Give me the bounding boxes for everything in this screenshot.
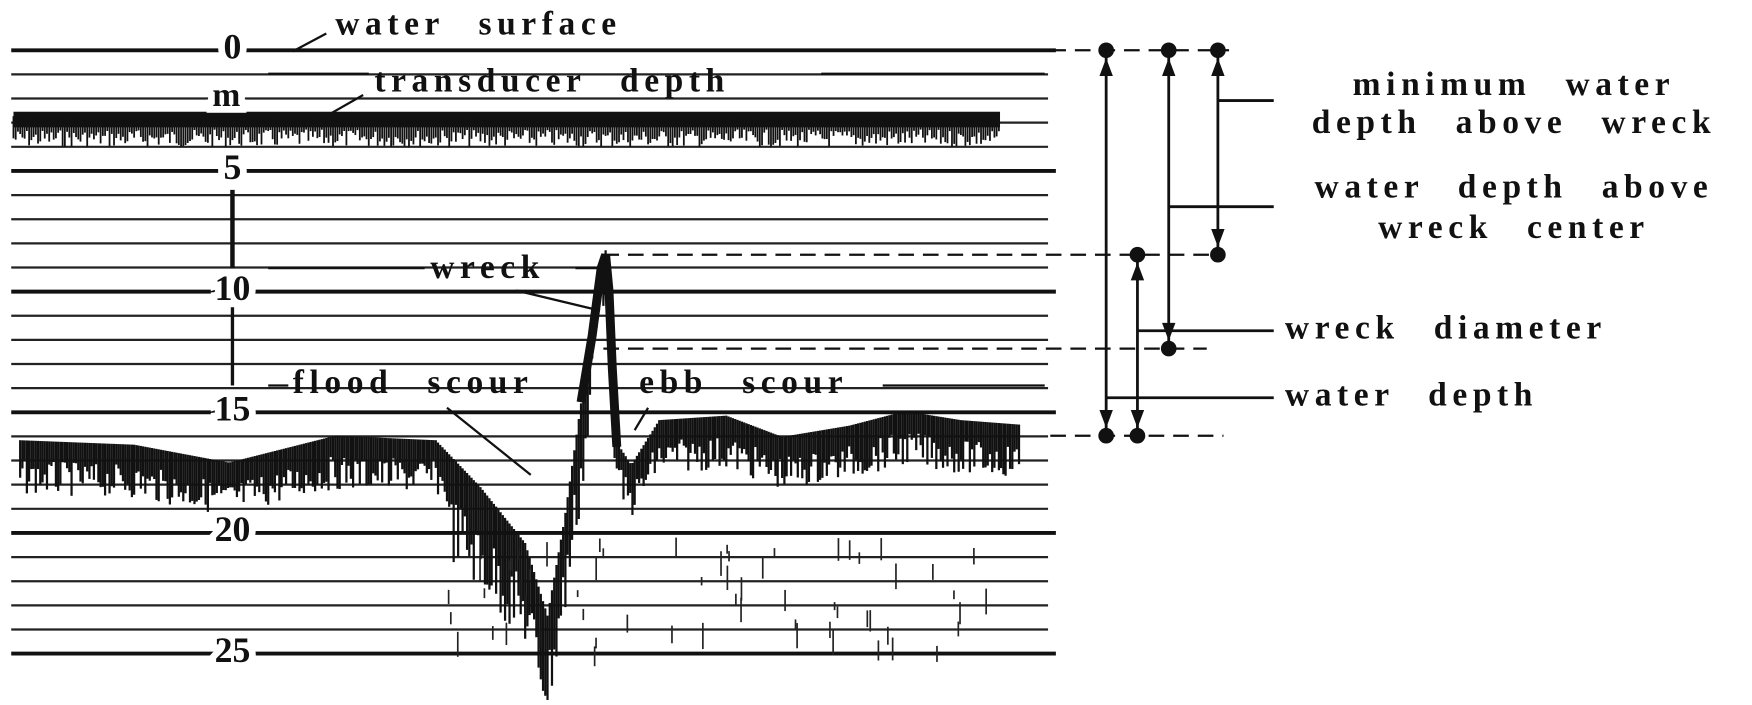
transducer-depth-label: transducer depth (374, 62, 730, 99)
flood-scour-label: flood scour (293, 364, 534, 401)
water-surface-label: water surface (335, 6, 622, 43)
measure-label: minimum water (1353, 66, 1676, 103)
measure-label: water depth (1285, 376, 1538, 413)
echogram-diagram: 0510152025 water surface tra (0, 0, 1752, 705)
arrow-heads (1098, 42, 1225, 443)
measure-label: wreck diameter (1285, 309, 1607, 346)
echo-traces (13, 112, 1019, 700)
depth-label: 5 (224, 147, 242, 187)
measure-arrows (1106, 50, 1274, 435)
depth-label: 0 (224, 26, 242, 66)
ebb-scour-label: ebb scour (639, 364, 848, 401)
wreck-label: wreck (430, 249, 545, 286)
depth-label: 20 (215, 509, 251, 549)
measure-label: depth above wreck (1312, 104, 1716, 141)
unit-label: m (212, 77, 246, 114)
measure-label: wreck center (1378, 209, 1650, 246)
page: 0510152025 water surface tra (0, 0, 1752, 705)
depth-label: 15 (215, 388, 251, 428)
measure-label: water depth above (1315, 169, 1714, 206)
depth-label: 25 (215, 630, 251, 670)
depth-label: 10 (215, 268, 251, 308)
